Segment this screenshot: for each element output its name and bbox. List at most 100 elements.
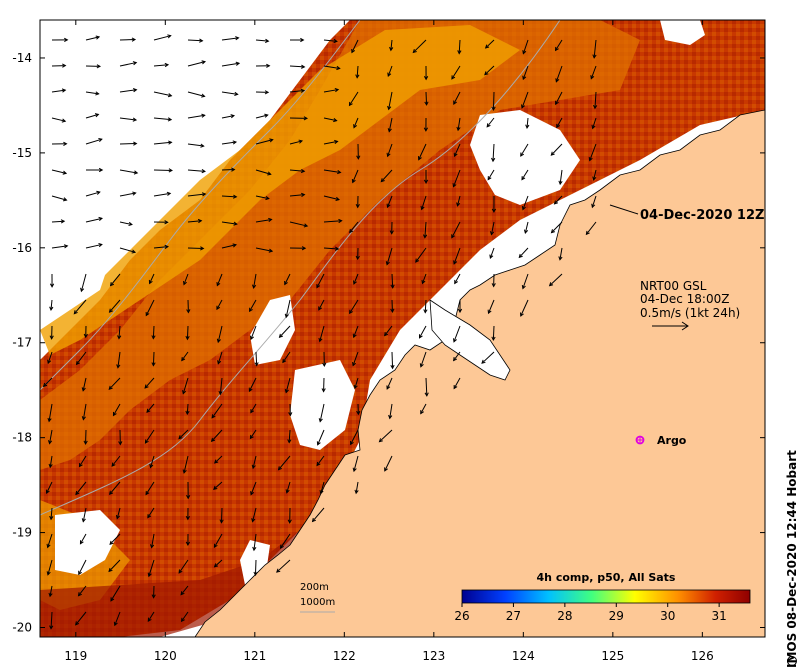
current-vector	[153, 220, 169, 225]
current-vector	[147, 611, 155, 623]
current-vector	[218, 377, 223, 396]
current-vector	[51, 244, 69, 249]
current-vector	[323, 139, 339, 145]
current-vector	[250, 481, 257, 496]
current-vector	[457, 299, 463, 314]
current-vector	[85, 35, 101, 41]
current-vector	[289, 116, 309, 121]
current-vector	[48, 455, 53, 469]
current-vector	[387, 91, 393, 111]
current-vector	[151, 585, 156, 599]
current-vector	[249, 299, 257, 313]
current-vector	[77, 585, 87, 597]
current-vector	[153, 91, 173, 98]
current-vector	[284, 377, 291, 394]
current-vector	[79, 533, 87, 545]
current-vector	[489, 221, 495, 236]
current-vector	[85, 64, 102, 69]
current-vector	[216, 299, 223, 311]
current-vector	[592, 169, 597, 181]
current-vector	[454, 273, 461, 285]
current-vector	[518, 247, 529, 259]
current-vector	[187, 169, 206, 174]
current-vector	[51, 219, 66, 224]
current-vector	[285, 481, 291, 494]
current-product-label: NRT00 GSL	[640, 279, 707, 293]
y-tick-label: -15	[12, 146, 32, 160]
current-vector	[356, 143, 361, 160]
land-inlet	[429, 299, 511, 381]
current-vector	[592, 39, 597, 59]
current-vector	[85, 216, 103, 223]
current-vector	[221, 194, 238, 199]
current-vector	[555, 65, 563, 83]
colorbar-tick-label: 28	[557, 609, 572, 623]
current-vector	[323, 195, 340, 202]
current-vector	[453, 351, 461, 362]
current-vector	[112, 403, 121, 417]
current-vector	[289, 88, 306, 93]
current-vector	[558, 169, 563, 186]
current-vector	[115, 507, 121, 520]
current-vector	[555, 91, 563, 106]
current-vector	[452, 325, 461, 343]
current-vector	[249, 325, 257, 341]
argo-float-marker[interactable]	[635, 435, 645, 445]
current-vector	[521, 169, 529, 181]
current-vector	[117, 325, 122, 340]
cloud-patches	[40, 20, 705, 585]
current-vector	[109, 481, 121, 495]
current-vector	[348, 91, 359, 107]
current-vector	[289, 221, 309, 228]
plot-frame	[39, 19, 766, 638]
current-vector	[255, 63, 271, 68]
current-vector	[85, 113, 100, 119]
current-vector	[585, 221, 597, 236]
current-vector	[319, 481, 325, 495]
current-vector	[521, 195, 529, 211]
current-vector	[213, 533, 223, 549]
current-vector	[289, 168, 306, 174]
current-vector	[186, 481, 191, 500]
current-vector	[254, 351, 259, 367]
current-vector	[51, 195, 68, 202]
current-vector	[453, 91, 461, 105]
current-vector	[316, 455, 325, 467]
current-vector	[556, 117, 563, 129]
current-vector	[287, 429, 292, 444]
current-vector	[81, 377, 87, 392]
current-vector	[289, 192, 306, 198]
current-vector	[45, 481, 53, 495]
current-vector	[350, 429, 359, 446]
current-vector	[83, 325, 88, 339]
contour-1000m	[40, 20, 361, 391]
current-vector	[252, 273, 257, 290]
current-vector	[289, 64, 306, 69]
current-vector	[351, 39, 359, 54]
current-vector	[491, 325, 496, 341]
current-vector	[412, 39, 427, 54]
current-vector	[323, 38, 338, 44]
current-vector	[323, 87, 340, 93]
current-vector	[145, 299, 155, 317]
current-vector	[213, 559, 223, 568]
current-vector	[457, 39, 462, 55]
current-vector	[251, 507, 257, 523]
current-vector	[153, 117, 173, 122]
current-vector	[151, 325, 156, 340]
current-vector	[108, 559, 121, 573]
current-vector	[389, 221, 394, 235]
snapshot-date-label: 04-Dec-2020 12Z	[640, 208, 764, 223]
current-vector	[252, 533, 257, 552]
current-vector	[353, 117, 359, 129]
current-vector	[491, 91, 496, 111]
current-vector	[388, 403, 393, 420]
current-vector	[422, 221, 428, 239]
current-vector	[78, 455, 87, 468]
current-vector	[153, 168, 173, 173]
current-vector	[423, 169, 429, 184]
current-vector	[417, 143, 427, 161]
current-vector	[110, 585, 121, 602]
current-vector	[489, 247, 495, 260]
